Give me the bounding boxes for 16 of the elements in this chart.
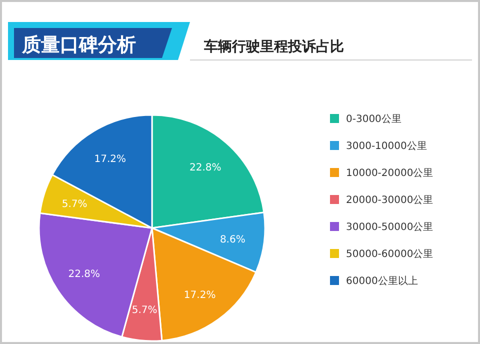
data-label: 17.2% [94,154,126,166]
data-label: 8.6% [220,234,246,246]
legend-label: 50000-60000公里 [346,248,434,260]
data-label: 5.7% [132,305,158,316]
legend-label: 3000-10000公里 [346,140,427,152]
chart-title: 质量口碑分析 [21,34,136,56]
legend-label: 0-3000公里 [346,113,402,125]
legend-label: 60000公里以上 [346,275,418,287]
data-label: 22.8% [68,268,100,280]
chart-subtitle: 车辆行驶里程投诉占比 [203,38,344,55]
data-label: 17.2% [184,290,216,301]
legend-label: 30000-50000公里 [346,221,434,233]
legend-label: 10000-20000公里 [346,167,434,179]
legend-label: 20000-30000公里 [346,194,434,206]
data-label: 22.8% [190,162,222,174]
data-label: 5.7% [62,199,88,210]
